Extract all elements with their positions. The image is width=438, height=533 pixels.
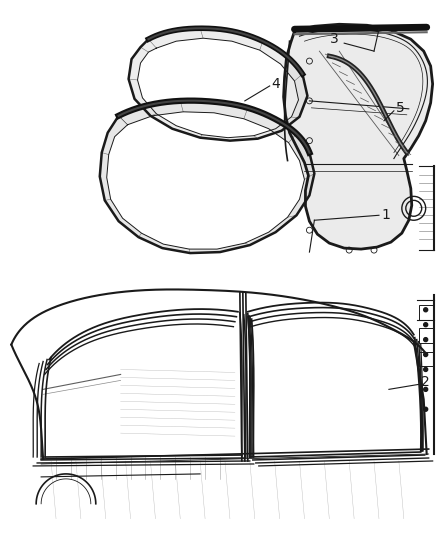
Circle shape — [424, 407, 427, 411]
Bar — [419, 305, 433, 320]
Polygon shape — [283, 25, 433, 249]
Text: 4: 4 — [272, 77, 280, 91]
Circle shape — [424, 322, 427, 327]
Circle shape — [424, 308, 427, 312]
Circle shape — [424, 352, 427, 357]
Circle shape — [424, 367, 427, 372]
Circle shape — [424, 387, 427, 391]
Circle shape — [424, 337, 427, 342]
Polygon shape — [129, 28, 307, 141]
Bar — [419, 352, 433, 367]
Text: 3: 3 — [330, 32, 339, 46]
Text: 1: 1 — [381, 208, 390, 222]
Polygon shape — [100, 101, 314, 253]
Bar — [419, 328, 433, 343]
Text: 2: 2 — [421, 375, 430, 390]
Text: 5: 5 — [396, 101, 405, 115]
